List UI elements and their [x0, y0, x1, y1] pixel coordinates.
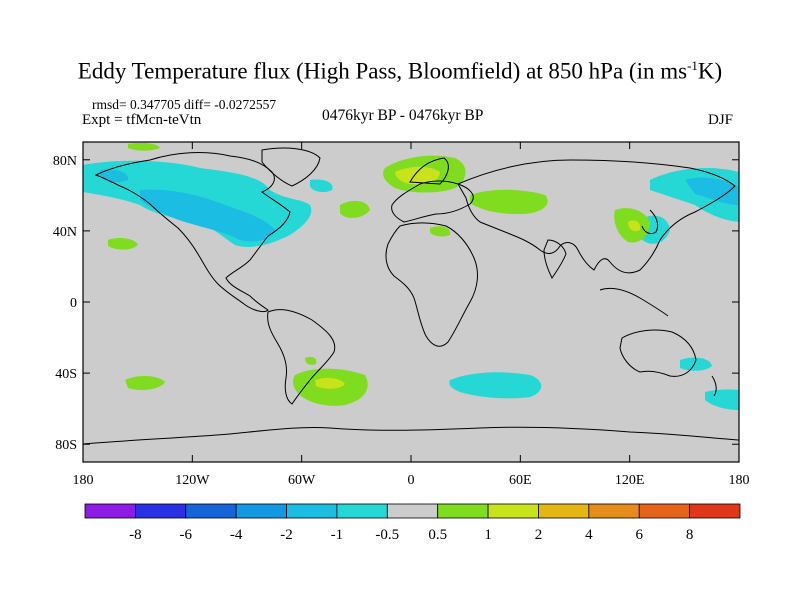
- stronger-positive-regions: [315, 166, 641, 389]
- title-suffix: K): [697, 58, 723, 84]
- title-prefix: Eddy Temperature flux (High Pass, Bloomf…: [77, 58, 688, 84]
- colorbar-swatch: [538, 503, 590, 519]
- colorbar-swatch: [185, 503, 237, 519]
- colorbar-swatch: [437, 503, 489, 519]
- colorbar-label: -8: [129, 527, 142, 543]
- diff-label: diff=: [184, 97, 211, 112]
- experiment-label: Expt = tfMcn-teVtn: [82, 112, 202, 128]
- stats-line: rmsd= 0.347705 diff= -0.0272557: [92, 97, 276, 113]
- colorbar-label: -0.5: [375, 527, 399, 543]
- colorbar-swatch: [487, 503, 539, 519]
- colorbar-label: 4: [585, 527, 593, 543]
- colorbar-label: 0.5: [428, 527, 447, 543]
- colorbar-label: 2: [535, 527, 543, 543]
- lat-tick-label: 0: [70, 296, 77, 311]
- lat-tick-label: 80N: [53, 154, 77, 169]
- colorbar-label: -1: [331, 527, 344, 543]
- colorbar-label: 8: [686, 527, 694, 543]
- lat-tick-label: 40S: [55, 367, 77, 382]
- lon-tick-label: 60E: [509, 473, 532, 488]
- period-label: 0476kyr BP - 0476kyr BP: [322, 107, 484, 124]
- diff-value: -0.0272557: [214, 97, 277, 112]
- colorbar-label: -2: [280, 527, 293, 543]
- coastlines: [83, 147, 739, 445]
- colorbar: -8 -6 -4 -2 -1 -0.5 0.5 1 2 4 6 8: [84, 503, 741, 543]
- chart-title: Eddy Temperature flux (High Pass, Bloomf…: [0, 58, 800, 85]
- lon-tick-label: 180: [729, 473, 750, 488]
- season-label: DJF: [708, 112, 734, 128]
- colorbar-label: 1: [484, 527, 492, 543]
- anomaly-fields: [83, 143, 739, 410]
- rmsd-value: 0.347705: [130, 97, 181, 112]
- colorbar-swatch: [235, 503, 287, 519]
- rmsd-label: rmsd=: [92, 97, 127, 112]
- colorbar-swatch: [689, 503, 741, 519]
- lon-tick-label: 180: [73, 473, 94, 488]
- colorbar-swatch: [134, 503, 187, 519]
- lat-tick-label: 40N: [53, 225, 77, 240]
- lon-tick-label: 120W: [175, 473, 210, 488]
- colorbar-swatch: [286, 503, 338, 519]
- colorbar-swatch: [386, 503, 439, 519]
- colorbar-swatch: [336, 503, 388, 519]
- stronger-negative-regions: [100, 169, 739, 242]
- colorbar-swatch: [588, 503, 640, 519]
- title-superscript: -1: [687, 58, 698, 73]
- colorbar-label: -4: [230, 527, 243, 543]
- longitude-axis: 180 120W 60W 0 60E 120E 180: [73, 142, 750, 488]
- lon-tick-label: 60W: [288, 473, 316, 488]
- lat-tick-label: 80S: [55, 438, 77, 453]
- lon-tick-label: 120E: [615, 473, 645, 488]
- latitude-axis: 80N 40N 0 40S 80S: [53, 154, 739, 453]
- colorbar-swatch: [84, 503, 136, 519]
- lon-tick-label: 0: [408, 473, 415, 488]
- colorbar-swatch: [638, 503, 691, 519]
- colorbar-label: -6: [180, 527, 193, 543]
- colorbar-label: 6: [635, 527, 643, 543]
